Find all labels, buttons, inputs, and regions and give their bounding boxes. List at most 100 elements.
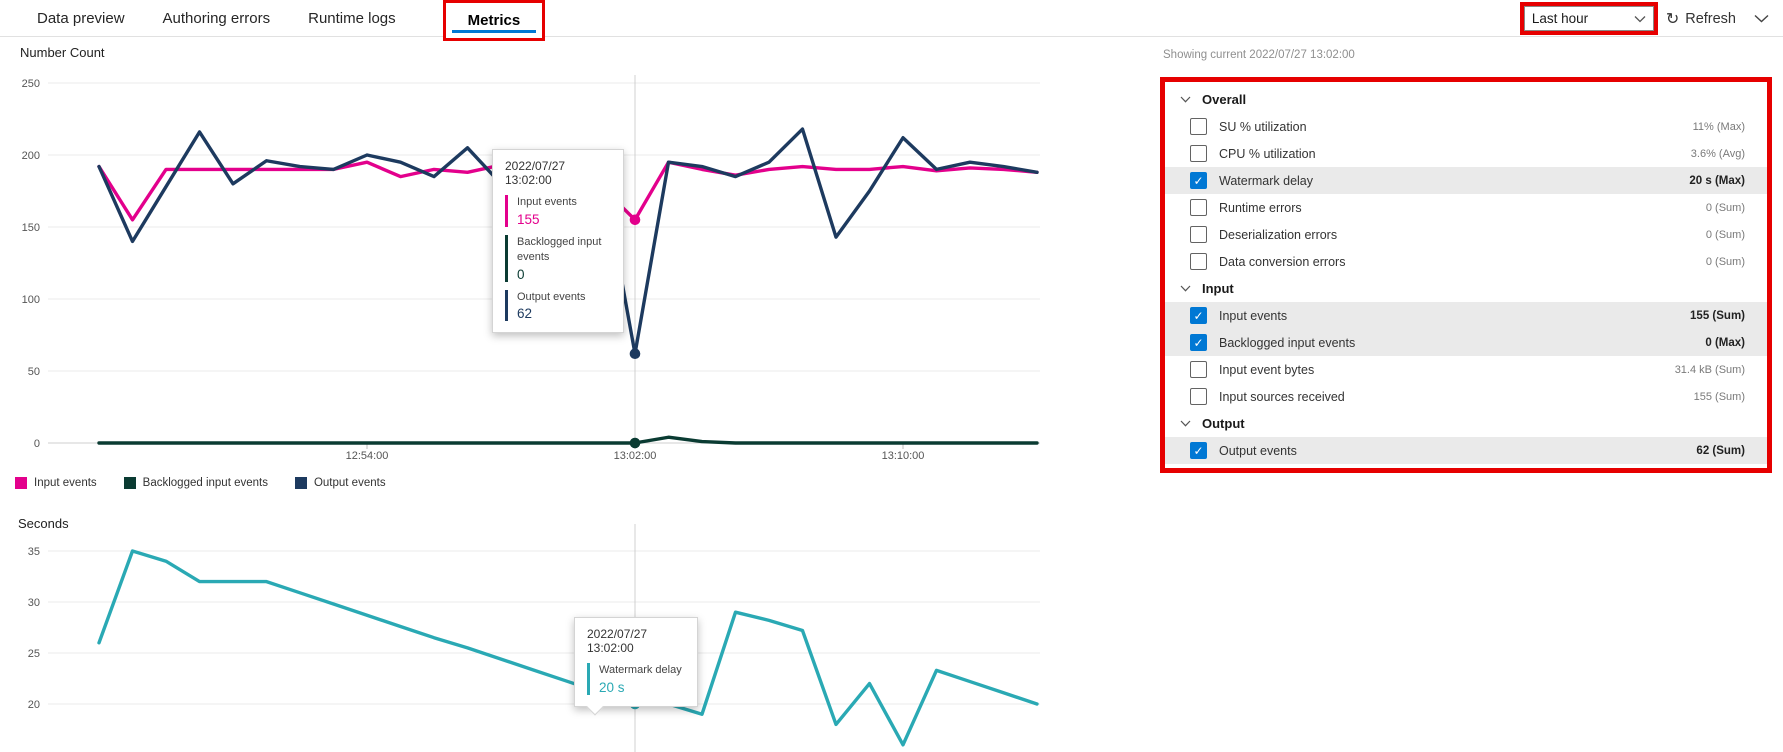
section-header-output[interactable]: Output	[1165, 410, 1767, 437]
metric-label: Output events	[1219, 443, 1297, 458]
watermark-delay-line	[97, 549, 1039, 747]
chevron-down-icon	[1180, 285, 1191, 292]
y-tick-label: 20	[28, 699, 40, 711]
chevron-down-icon	[1180, 96, 1191, 103]
tooltip-entry-backlogged-input-events: Backlogged input events 0	[505, 234, 611, 282]
tab-runtime-logs[interactable]: Runtime logs	[308, 10, 396, 27]
chevron-down-icon	[1180, 420, 1191, 427]
y-tick-label: 250	[22, 78, 40, 90]
refresh-icon: ↻	[1665, 10, 1680, 28]
backlogged-input-events-highlight-dot	[629, 437, 641, 449]
metric-value: 0 (Max)	[1705, 336, 1745, 349]
y-tick-label: 35	[28, 546, 40, 558]
checked-checkbox[interactable]: ✓	[1190, 334, 1207, 351]
metric-row-runtime-errors[interactable]: ✓ Runtime errors 0 (Sum)	[1165, 194, 1767, 221]
tab-metrics[interactable]: Metrics	[467, 12, 521, 29]
metric-value: 0 (Sum)	[1705, 255, 1745, 268]
metric-label: Data conversion errors	[1219, 254, 1346, 269]
tab-data-preview[interactable]: Data preview	[37, 10, 125, 27]
unchecked-checkbox[interactable]: ✓	[1190, 361, 1207, 378]
y-tick-label: 30	[28, 597, 40, 609]
x-tick-label: 12:54:00	[346, 450, 389, 462]
annotation-box-metrics-tab: Metrics	[442, 0, 546, 41]
input-events-highlight-dot	[629, 214, 641, 226]
tooltip-entry-input-events: Input events 155	[505, 195, 611, 227]
chart1-title: Number Count	[20, 45, 105, 60]
section-header-overall[interactable]: Overall	[1165, 86, 1767, 113]
y-tick-label: 25	[28, 648, 40, 660]
y-tick-label: 0	[34, 438, 40, 450]
unchecked-checkbox[interactable]: ✓	[1190, 199, 1207, 216]
metric-row-cpu-utilization[interactable]: ✓ CPU % utilization 3.6% (Avg)	[1165, 140, 1767, 167]
legend-swatch	[123, 477, 136, 489]
metric-row-output-events[interactable]: ✓ Output events 62 (Sum)	[1165, 437, 1767, 464]
metric-value: 155 (Sum)	[1690, 309, 1745, 322]
legend-item-output-events: Output events	[294, 477, 386, 489]
tooltip-entry-label: Output events	[517, 290, 586, 303]
annotation-box-time-range: Last hour	[1519, 2, 1658, 35]
tooltip-series-bar	[587, 663, 590, 695]
metric-row-input-sources-received[interactable]: ✓ Input sources received 155 (Sum)	[1165, 383, 1767, 410]
tooltip-timestamp: 2022/07/27 13:02:00	[505, 159, 566, 187]
metric-row-deserialization-errors[interactable]: ✓ Deserialization errors 0 (Sum)	[1165, 221, 1767, 248]
y-tick-label: 50	[28, 366, 40, 378]
collapse-chevron-icon[interactable]	[1754, 14, 1769, 23]
x-tick-label: 13:10:00	[882, 450, 925, 462]
metric-label: Backlogged input events	[1219, 335, 1356, 350]
metric-row-su-utilization[interactable]: ✓ SU % utilization 11% (Max)	[1165, 113, 1767, 140]
metric-value: 155 (Sum)	[1693, 390, 1745, 403]
metric-row-data-conversion-errors[interactable]: ✓ Data conversion errors 0 (Sum)	[1165, 248, 1767, 275]
metric-label: Watermark delay	[1219, 173, 1314, 188]
y-tick-label: 100	[22, 294, 40, 306]
checked-checkbox[interactable]: ✓	[1190, 172, 1207, 189]
legend-swatch	[15, 477, 27, 489]
refresh-label: Refresh	[1685, 10, 1736, 27]
unchecked-checkbox[interactable]: ✓	[1190, 226, 1207, 243]
unchecked-checkbox[interactable]: ✓	[1190, 118, 1207, 135]
tooltip-entry-value: 62	[517, 306, 533, 322]
unchecked-checkbox[interactable]: ✓	[1190, 388, 1207, 405]
annotation-box-metrics-panel: Overall ✓ SU % utilization 11% (Max) ✓ CPU % …	[1160, 77, 1772, 473]
unchecked-checkbox[interactable]: ✓	[1190, 253, 1207, 270]
tooltip-entries: Watermark delay 20 s	[587, 663, 685, 695]
checked-checkbox[interactable]: ✓	[1190, 307, 1207, 324]
tooltip-series-bar	[505, 289, 508, 322]
checked-checkbox[interactable]: ✓	[1190, 442, 1207, 459]
tooltip-entry-label: Watermark delay	[599, 664, 682, 676]
metric-row-input-event-bytes[interactable]: ✓ Input event bytes 31.4 kB (Sum)	[1165, 356, 1767, 383]
metric-row-backlogged-input-events[interactable]: ✓ Backlogged input events 0 (Max)	[1165, 329, 1767, 356]
chart1-tooltip: 2022/07/27 13:02:00 Input events 155 Backl…	[492, 149, 624, 334]
time-range-select[interactable]: Last hour	[1523, 6, 1654, 31]
refresh-button[interactable]: ↻ Refresh	[1666, 9, 1736, 29]
y-tick-label: 150	[22, 222, 40, 234]
legend-item-backlogged-input-events: Backlogged input events	[123, 477, 268, 489]
metric-value: 62 (Sum)	[1696, 444, 1745, 457]
tooltip-entry-label: Input events	[517, 196, 577, 208]
metric-label: Input event bytes	[1219, 362, 1315, 377]
unchecked-checkbox[interactable]: ✓	[1190, 145, 1207, 162]
x-tick-label: 13:02:00	[614, 450, 657, 462]
chevron-down-icon	[1634, 15, 1646, 22]
chart1-legend: Input events Backlogged input events Outpu…	[15, 477, 386, 489]
metric-label: Runtime errors	[1219, 200, 1302, 215]
section-header-input[interactable]: Input	[1165, 275, 1767, 302]
legend-label: Output events	[313, 477, 386, 489]
metric-label: Input sources received	[1219, 389, 1345, 404]
tooltip-entry-value: 0	[517, 266, 525, 282]
metric-value: 3.6% (Avg)	[1690, 147, 1745, 160]
tooltip-entry-output-events: Output events 62	[505, 289, 611, 322]
section-label: Overall	[1202, 92, 1247, 107]
chart2-title: Seconds	[18, 516, 69, 531]
metric-row-watermark-delay[interactable]: ✓ Watermark delay 20 s (Max)	[1165, 167, 1767, 194]
selected-tab-underline	[451, 30, 537, 33]
metric-label: Input events	[1219, 308, 1288, 323]
tooltip-entry-label: Backlogged input events	[517, 235, 602, 263]
chart2-tooltip: 2022/07/27 13:02:00 Watermark delay 20 s	[574, 617, 698, 716]
section-label: Input	[1202, 281, 1234, 296]
tab-bar: Data preview Authoring errors Runtime lo…	[0, 0, 1783, 41]
metric-label: Deserialization errors	[1219, 227, 1338, 242]
tab-authoring-errors[interactable]: Authoring errors	[162, 10, 271, 27]
metric-row-input-events[interactable]: ✓ Input events 155 (Sum)	[1165, 302, 1767, 329]
legend-item-input-events: Input events	[15, 477, 97, 489]
metric-value: 31.4 kB (Sum)	[1674, 363, 1745, 376]
